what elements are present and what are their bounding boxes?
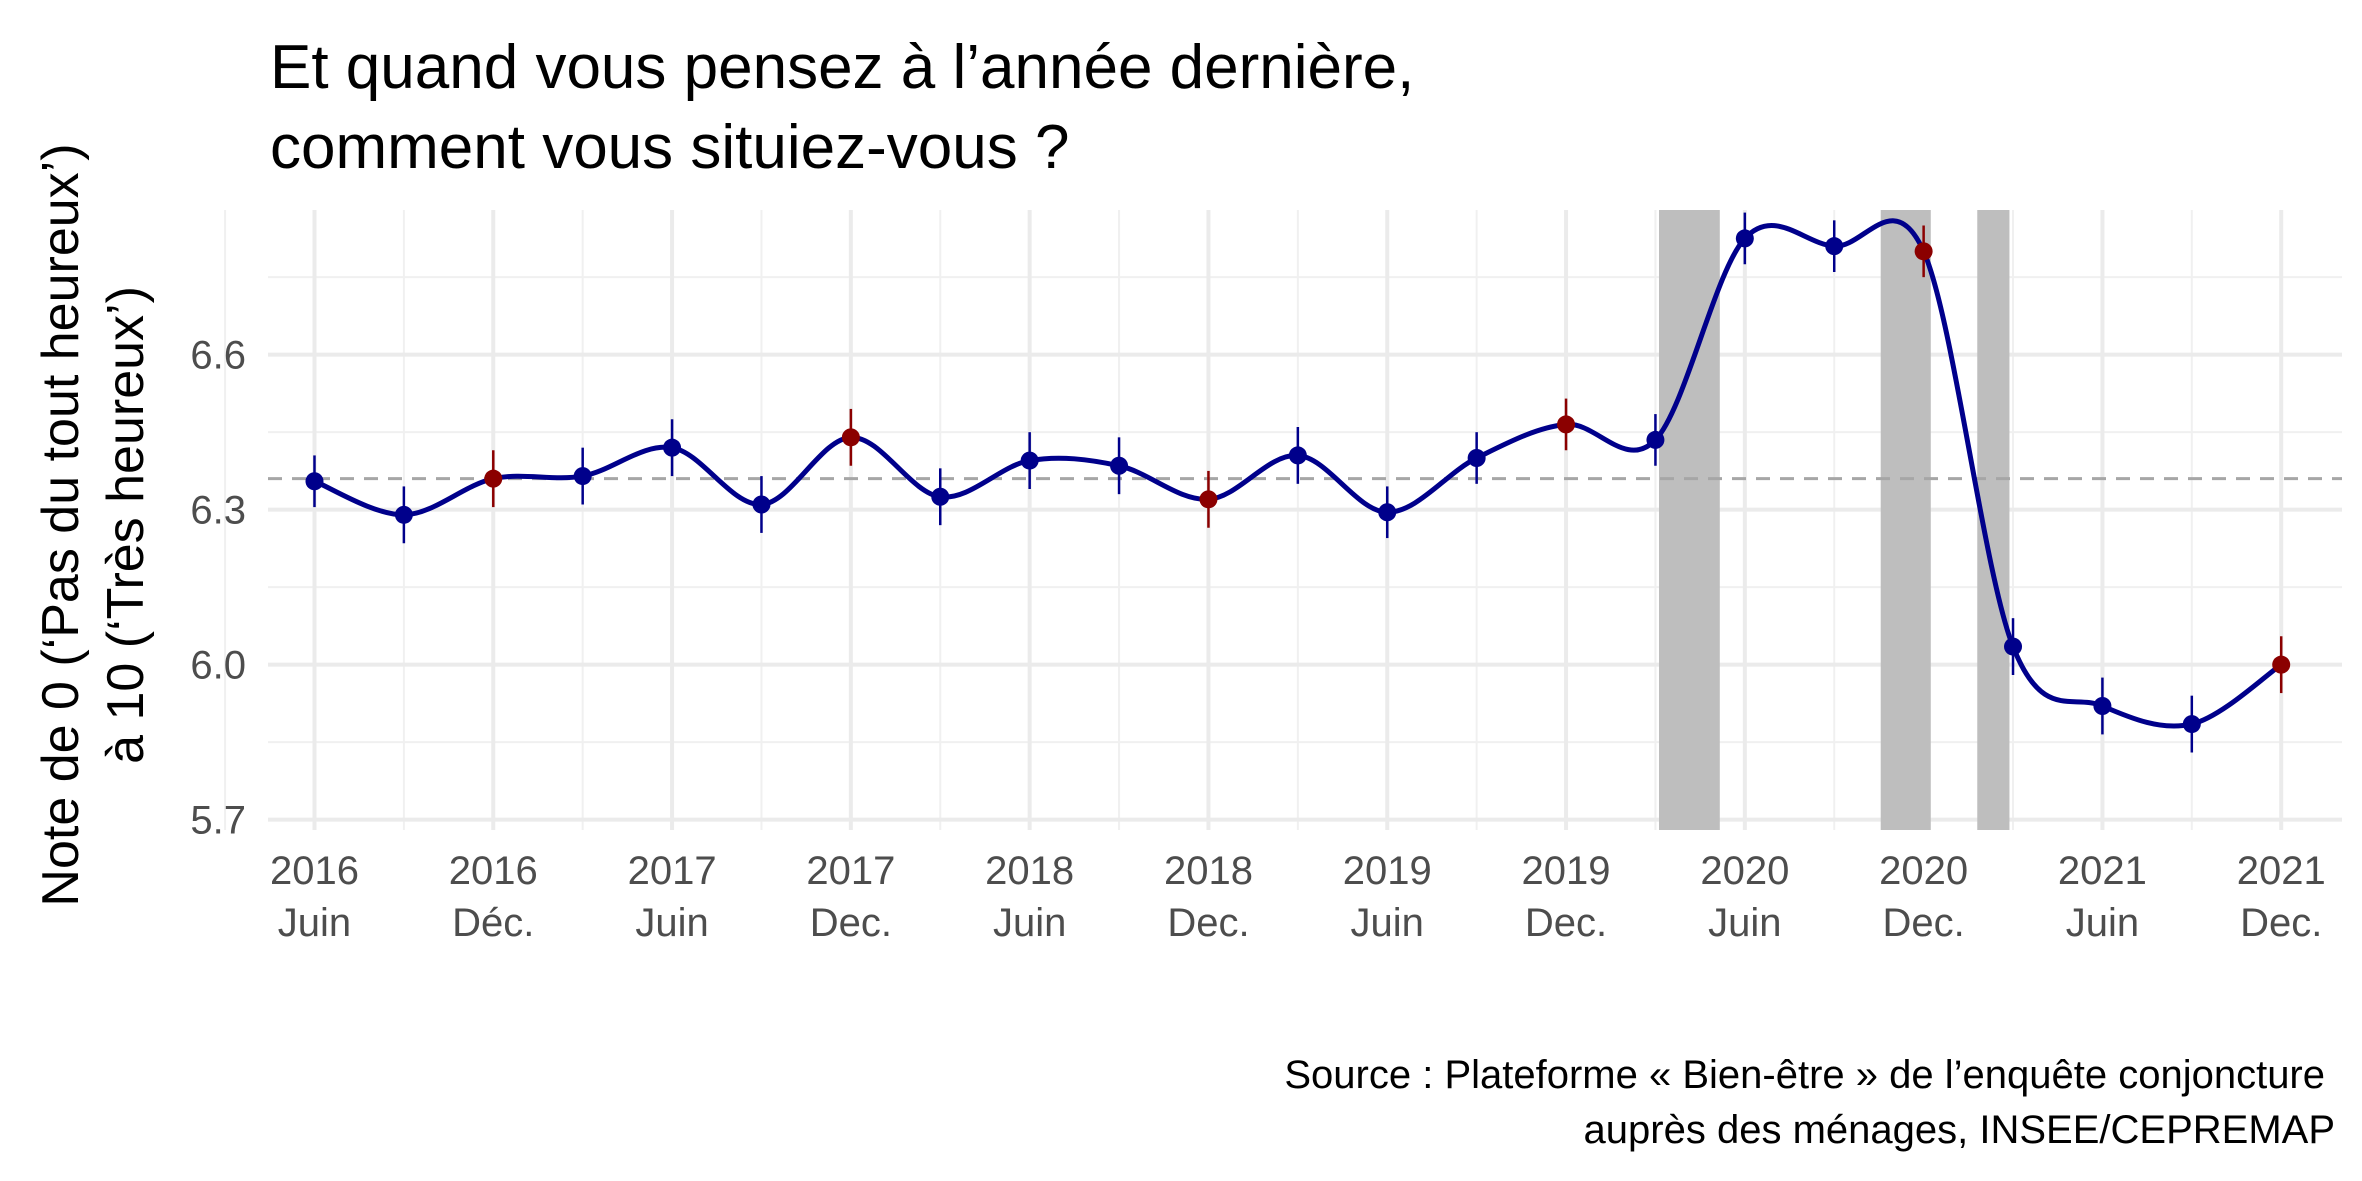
gridlines: [224, 210, 2342, 830]
data-point: [1735, 229, 1754, 248]
x-tick-label-period: Juin: [278, 901, 351, 945]
x-tick-label-year: 2019: [1343, 849, 1432, 893]
shaded-periods: [1659, 210, 2010, 830]
data-points: [305, 229, 2291, 734]
caption-line-1: Source : Plateforme « Bien-être » de l’e…: [1284, 1053, 2325, 1097]
data-point: [573, 467, 592, 486]
x-tick-label-year: 2020: [1879, 849, 1968, 893]
data-point: [752, 495, 771, 514]
data-point: [1646, 430, 1665, 449]
x-tick-label-year: 2016: [449, 849, 538, 893]
x-tick-label-period: Dec.: [1882, 901, 1964, 945]
data-point-highlight: [484, 469, 503, 488]
y-tick-label: 6.6: [190, 334, 246, 378]
x-tick-label-year: 2021: [2237, 849, 2326, 893]
x-tick-label-period: Dec.: [810, 901, 892, 945]
y-axis-label: Note de 0 (‘Pas du tout heureux’) à 10 (…: [32, 143, 155, 906]
y-tick-label: 6.3: [190, 489, 246, 533]
x-tick-label-year: 2018: [985, 849, 1074, 893]
y-axis-label-line-1: Note de 0 (‘Pas du tout heureux’): [32, 143, 90, 906]
x-tick-label-period: Juin: [993, 901, 1066, 945]
data-point-highlight: [841, 428, 860, 447]
x-tick-label-year: 2017: [806, 849, 895, 893]
x-tick-label-year: 2018: [1164, 849, 1253, 893]
chart-title-line-2: comment vous situiez-vous ?: [270, 113, 1069, 182]
data-point: [1467, 449, 1486, 467]
x-tick-label-period: Juin: [2066, 901, 2139, 945]
data-point: [2004, 637, 2023, 656]
x-tick-labels: 2016 Juin 2016 Déc. 2017 Juin 2017 Dec. 2018 Juin…: [270, 849, 2326, 945]
x-tick-label-year: 2017: [628, 849, 717, 893]
data-point: [394, 505, 413, 524]
caption-line-2: auprès des ménages, INSEE/CEPREMAP: [1584, 1108, 2335, 1152]
data-point: [2182, 715, 2201, 734]
x-tick-label-period: Juin: [1708, 901, 1781, 945]
data-point-highlight: [2272, 655, 2291, 674]
x-tick-label-year: 2020: [1700, 849, 1789, 893]
shaded-period: [1880, 210, 1931, 830]
data-point-highlight: [1557, 415, 1576, 434]
x-tick-label-period: Déc.: [452, 901, 534, 945]
x-tick-label-period: Dec.: [1525, 901, 1607, 945]
y-tick-labels: 5.7 6.0 6.3 6.6: [190, 334, 246, 843]
data-point: [2093, 697, 2112, 715]
data-point: [305, 472, 324, 491]
y-tick-label: 6.0: [190, 644, 246, 688]
data-point: [663, 438, 682, 457]
y-axis-label-line-2: à 10 (‘Très heureux’): [97, 286, 155, 764]
data-point: [1020, 451, 1039, 470]
x-tick-label-year: 2016: [270, 849, 359, 893]
chart-title-line-1: Et quand vous pensez à l’année dernière,: [270, 33, 1414, 102]
data-point: [931, 487, 950, 506]
x-tick-label-period: Dec.: [2240, 901, 2322, 945]
x-tick-label-period: Dec.: [1167, 901, 1249, 945]
data-point: [1825, 237, 1844, 256]
data-point: [1288, 446, 1307, 465]
x-tick-label-period: Juin: [635, 901, 708, 945]
y-tick-label: 5.7: [190, 799, 246, 843]
x-tick-label-year: 2021: [2058, 849, 2147, 893]
x-tick-label-year: 2019: [1522, 849, 1611, 893]
data-point: [1110, 456, 1129, 475]
data-point: [1378, 503, 1397, 522]
data-point-highlight: [1914, 242, 1933, 261]
x-tick-label-period: Juin: [1351, 901, 1424, 945]
data-point-highlight: [1199, 490, 1218, 509]
